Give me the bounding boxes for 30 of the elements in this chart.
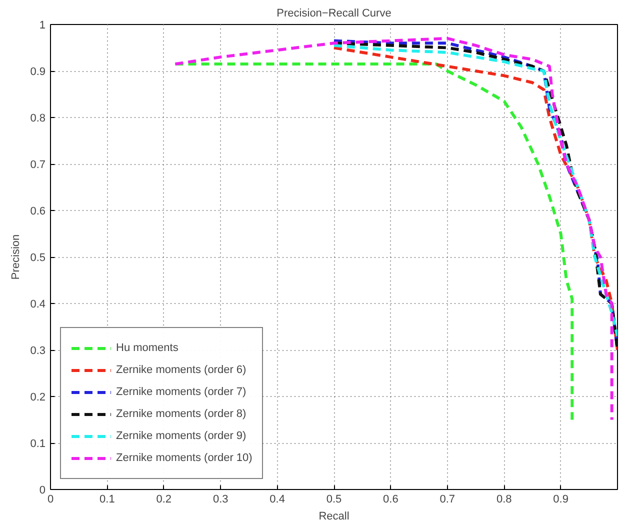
x-tick-label: 0 [47, 494, 54, 506]
x-tick-label: 0.3 [212, 494, 228, 506]
x-tick-label: 0.8 [496, 494, 512, 506]
x-tick-label: 0.5 [326, 494, 342, 506]
y-tick-label: 0.8 [30, 112, 46, 124]
x-tick-label: 0.7 [440, 494, 456, 506]
y-tick-label: 0.4 [30, 298, 46, 310]
x-tick-label: 0.2 [156, 494, 172, 506]
legend-label: Zernike moments (order 10) [116, 452, 252, 464]
x-tick-label: 0.1 [100, 494, 115, 506]
y-tick-label: 0 [39, 484, 46, 496]
y-tick-label: 0.6 [30, 206, 46, 218]
legend-label: Zernike moments (order 8) [116, 408, 246, 420]
chart-title: Precision−Recall Curve [276, 8, 392, 20]
x-tick-label: 0.6 [383, 494, 398, 506]
y-tick-label: 0.5 [30, 252, 46, 264]
legend-label: Zernike moments (order 6) [116, 364, 246, 376]
x-tick-label: 0.9 [553, 494, 568, 506]
y-tick-label: 1 [39, 20, 46, 32]
y-tick-label: 0.9 [30, 66, 46, 78]
legend-label: Zernike moments (order 9) [116, 430, 246, 442]
y-axis-title: Precision [10, 234, 22, 280]
legend-label: Hu moments [116, 342, 178, 354]
y-tick-label: 0.1 [30, 438, 46, 450]
y-tick-label: 0.3 [30, 345, 46, 357]
x-tick-label: 0.4 [270, 494, 285, 506]
x-axis-title: Recall [318, 510, 350, 522]
y-tick-label: 0.2 [30, 392, 46, 404]
y-tick-label: 0.7 [30, 159, 46, 171]
legend-label: Zernike moments (order 7) [116, 386, 246, 398]
